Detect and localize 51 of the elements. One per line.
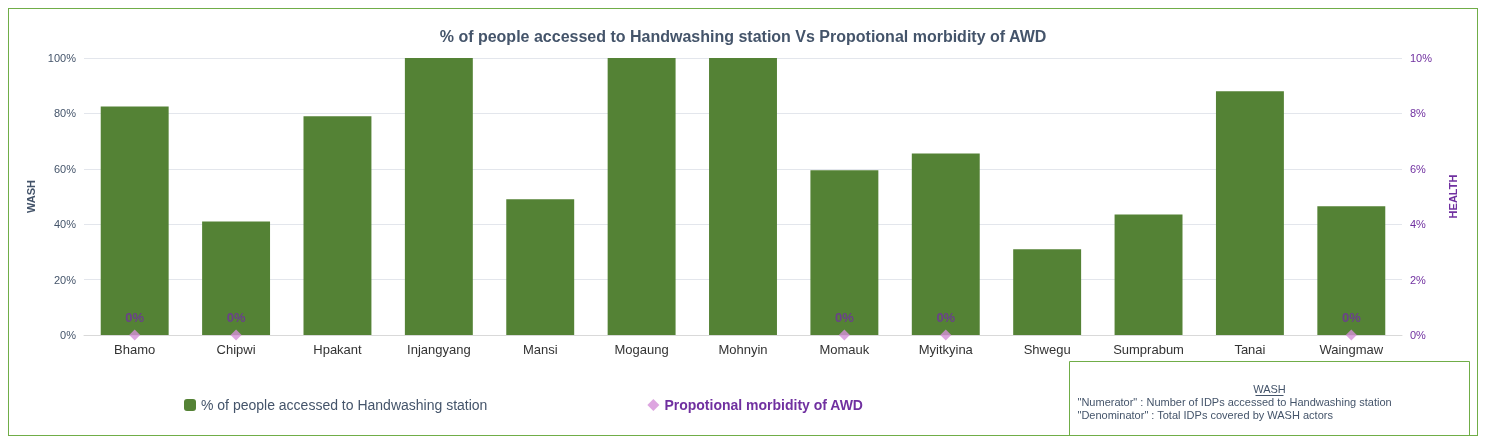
bar [810, 170, 879, 335]
bar [1114, 214, 1183, 335]
x-tick-label: Myitkyina [918, 342, 974, 357]
bar [607, 58, 676, 335]
y2-tick-label: 0% [1410, 329, 1427, 341]
data-label: 0% [834, 309, 855, 325]
x-tick-label: Injangyang [407, 342, 471, 357]
x-tick-label: Tanai [1234, 342, 1266, 357]
y2-tick-label: 10% [1410, 52, 1433, 64]
y2-tick-label: 8% [1410, 107, 1427, 120]
y-axis-title: WASH [25, 179, 38, 213]
y-tick-label: 80% [53, 107, 77, 120]
x-tick-label: Chipwi [216, 342, 256, 357]
text: "Denominator" : Total IDPs covered by WASH actors [1077, 409, 1334, 421]
bar [1317, 206, 1386, 335]
bar [709, 58, 777, 335]
bar [506, 199, 575, 335]
y2-axis-title: HEALTH [1446, 174, 1459, 219]
chart-title: % of people accessed to Handwashing station Vs Propotional morbidity of AWD [439, 27, 1047, 45]
data-label: 0% [936, 309, 956, 325]
bar [1013, 249, 1082, 335]
legend-label: % of people accessed to Handwashing station [201, 397, 488, 413]
x-tick-label: Sumprabum [1113, 342, 1184, 357]
bar [1215, 91, 1284, 335]
y2-tick-label: 2% [1410, 273, 1427, 286]
x-tick-label: Mansi [522, 342, 558, 357]
data-label: 0% [226, 309, 246, 325]
x-tick-label: Momauk [819, 342, 870, 357]
text: WASH [1253, 383, 1286, 395]
y-tick-label: 100% [47, 52, 77, 64]
y2-tick-label: 4% [1410, 218, 1427, 231]
bar [303, 116, 372, 335]
x-tick-label: Mogaung [614, 342, 669, 357]
bar [202, 221, 271, 335]
y-tick-label: 20% [53, 273, 77, 286]
x-tick-label: Shwegu [1023, 342, 1071, 357]
y-tick-label: 0% [60, 329, 77, 341]
data-label: 0% [1341, 309, 1362, 325]
x-tick-label: Bhamo [114, 342, 156, 357]
legend-label: Propotional morbidity of AWD [664, 397, 863, 413]
y2-tick-label: 6% [1410, 162, 1427, 175]
x-tick-label: Mohnyin [718, 342, 768, 357]
y-tick-label: 40% [53, 218, 77, 231]
x-tick-label: Waingmaw [1319, 342, 1384, 357]
text: "Numerator" : Number of IDPs accessed to Handwashing station [1077, 396, 1392, 408]
bar [100, 106, 169, 335]
x-tick-label: Hpakant [313, 342, 363, 357]
bar [404, 58, 473, 335]
data-label: 0% [125, 309, 145, 325]
bar [911, 153, 980, 335]
y-tick-label: 60% [53, 162, 77, 175]
